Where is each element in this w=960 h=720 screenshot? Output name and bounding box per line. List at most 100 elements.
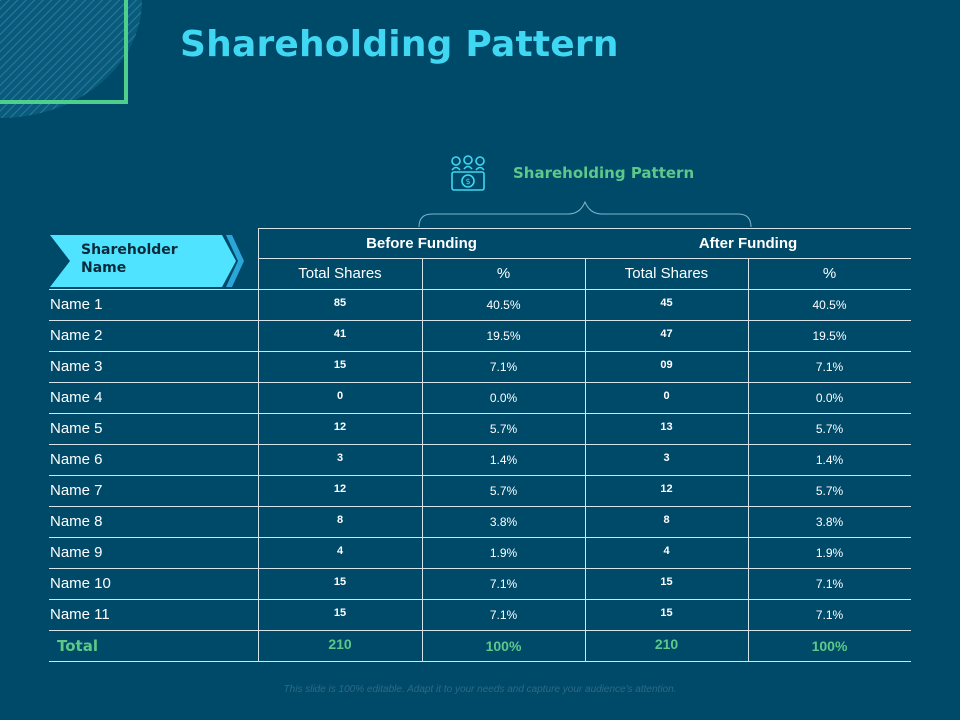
cell-after-pct: 7.1% [815,607,844,622]
cell-after-shares: 0 [663,390,670,402]
cell-after-shares: 15 [660,576,673,588]
cell-before-pct: 0.0% [489,390,518,405]
cell-after-shares: 15 [660,607,673,619]
table-rule [748,568,749,599]
table-rule [585,444,586,475]
table-rule [422,537,423,568]
group-header-after: After Funding [698,234,798,252]
total-after-pct: 100% [811,637,848,654]
table-rule [49,630,911,631]
shareholder-name-tag [50,235,244,287]
cell-before-shares: 41 [333,328,347,340]
cell-before-pct: 40.5% [486,297,521,312]
table-rule [422,568,423,599]
brace-divider [418,200,752,228]
cell-after-pct: 5.7% [815,421,844,436]
table-rule [49,537,911,538]
total-after-shares: 210 [654,636,679,652]
table-rule [258,289,259,320]
cell-after-shares: 13 [660,421,673,433]
row-name: Name 9 [50,544,103,561]
cell-after-pct: 1.9% [815,545,844,560]
table-rule [585,537,586,568]
cell-after-pct: 1.4% [815,452,844,467]
row-name: Name 8 [50,513,103,530]
row-name: Name 6 [50,451,103,468]
table-rule [748,413,749,444]
cell-after-shares: 3 [663,452,670,464]
cell-before-shares: 12 [333,421,347,433]
table-rule [49,382,911,383]
cell-before-pct: 1.4% [489,452,518,467]
cell-before-pct: 7.1% [489,359,518,374]
subheader-2: % [496,265,511,282]
table-rule [422,475,423,506]
footer-note: This slide is 100% editable. Adapt it to… [283,684,677,695]
table-rule [585,475,586,506]
row-name: Name 5 [50,420,103,437]
table-rule [258,630,259,661]
table-rule [422,289,423,320]
table-rule [748,258,749,289]
table-rule [49,444,911,445]
cell-before-shares: 8 [336,514,344,526]
cell-after-pct: 40.5% [812,297,847,312]
table-rule [748,351,749,382]
group-header-before: Before Funding [366,234,477,252]
total-before-shares: 210 [328,636,352,652]
table-rule [748,382,749,413]
table-rule [258,320,259,351]
cell-before-shares: 4 [336,545,344,557]
total-label: Total [57,636,98,655]
cell-before-shares: 15 [333,576,347,588]
table-rule [258,599,259,630]
table-rule [422,382,423,413]
cell-after-shares: 8 [663,514,670,526]
table-rule [585,382,586,413]
table-rule [258,228,259,258]
table-rule [585,506,586,537]
row-name: Name 3 [50,358,103,375]
cell-after-shares: 09 [660,359,673,371]
cell-after-shares: 4 [663,545,670,557]
table-rule [585,568,586,599]
table-rule [258,475,259,506]
table-rule [422,506,423,537]
table-rule [585,630,586,661]
cell-before-pct: 3.8% [489,514,518,529]
table-rule [748,475,749,506]
cell-before-shares: 12 [333,483,347,495]
table-rule [49,568,911,569]
table-rule [422,444,423,475]
row-name: Name 11 [50,606,110,623]
table-rule [422,413,423,444]
table-rule [258,506,259,537]
table-rule [49,661,911,662]
cell-before-shares: 0 [336,390,344,402]
corner-decoration [0,0,142,118]
table-rule [585,351,586,382]
table-rule [748,599,749,630]
table-rule [748,444,749,475]
table-rule [258,351,259,382]
subheader-4: % [822,265,837,282]
row-name: Name 1 [50,296,103,313]
table-rule [49,475,911,476]
table-rule [585,258,586,289]
total-before-pct: 100% [485,637,522,654]
table-rule [422,320,423,351]
subheader-3: Total Shares [624,265,709,282]
table-rule [585,599,586,630]
row-name: Name 7 [50,482,103,499]
money-group-icon: $ [451,155,485,191]
table-rule [258,258,259,289]
table-rule [49,320,911,321]
table-rule [748,289,749,320]
table-rule [258,258,911,259]
table-rule [258,228,911,229]
table-rule [585,413,586,444]
cell-after-shares: 45 [660,297,673,309]
cell-before-pct: 5.7% [489,421,518,436]
table-rule [49,506,911,507]
table-rule [49,351,911,352]
